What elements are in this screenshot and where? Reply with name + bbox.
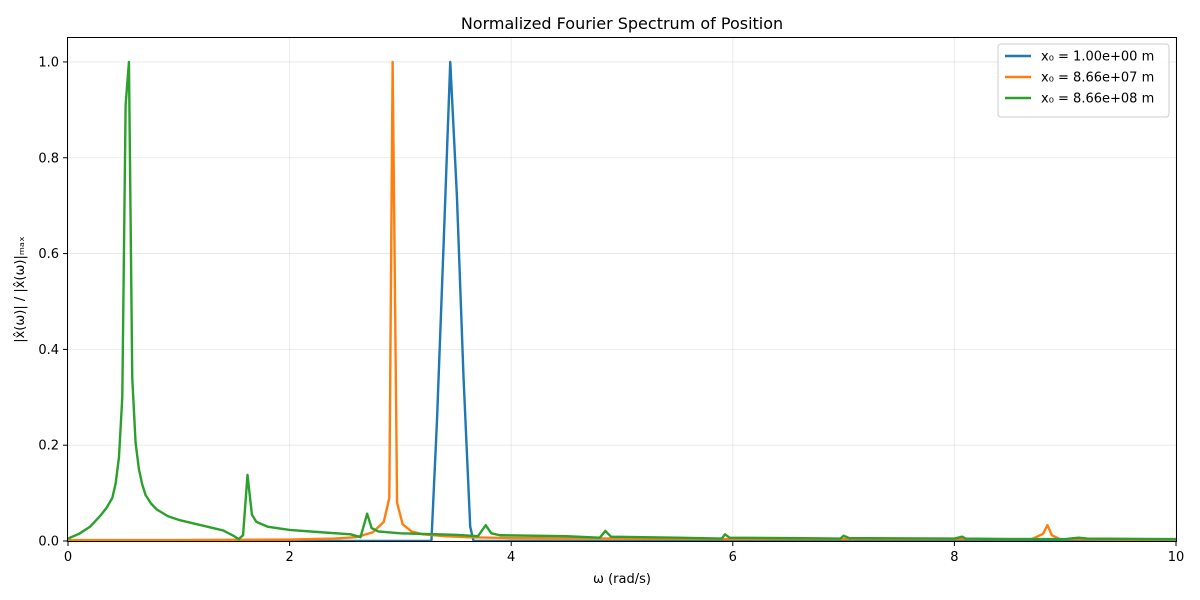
chart-title: Normalized Fourier Spectrum of Position [461, 14, 783, 33]
legend-label: x₀ = 8.66e+08 m [1041, 92, 1154, 107]
y-axis-label: |x̂(ω)| / |x̂(ω)|ₘₐₓ [13, 236, 28, 343]
x-axis-label: ω (rad/s) [593, 572, 651, 587]
y-tick-label: 0.6 [38, 247, 59, 262]
axis-ticks: 0 2 4 6 8 10 0.0 0.2 0.4 0.6 0.8 1.0 [38, 55, 1184, 565]
plot-frame [67, 37, 1177, 542]
series-line-3 [68, 60, 1176, 541]
y-tick-label: 0.8 [38, 151, 59, 166]
x-tick-label: 2 [285, 550, 293, 565]
legend-label: x₀ = 8.66e+07 m [1041, 71, 1154, 86]
y-tick-label: 0.4 [38, 343, 59, 358]
x-tick-label: 4 [507, 550, 515, 565]
series-line-1 [68, 60, 1176, 541]
series-lines [68, 60, 1176, 541]
x-tick-label: 8 [950, 550, 958, 565]
x-tick-label: 6 [729, 550, 737, 565]
legend-box [997, 43, 1170, 118]
y-tick-label: 0.0 [38, 535, 59, 550]
x-tick-label: 0 [64, 550, 72, 565]
x-tick-label: 10 [1168, 550, 1185, 565]
y-tick-label: 0.2 [38, 439, 59, 454]
y-tick-label: 1.0 [38, 55, 59, 70]
legend-label: x₀ = 1.00e+00 m [1041, 50, 1154, 65]
legend: x₀ = 1.00e+00 m x₀ = 8.66e+07 m x₀ = 8.66e… [997, 43, 1170, 118]
